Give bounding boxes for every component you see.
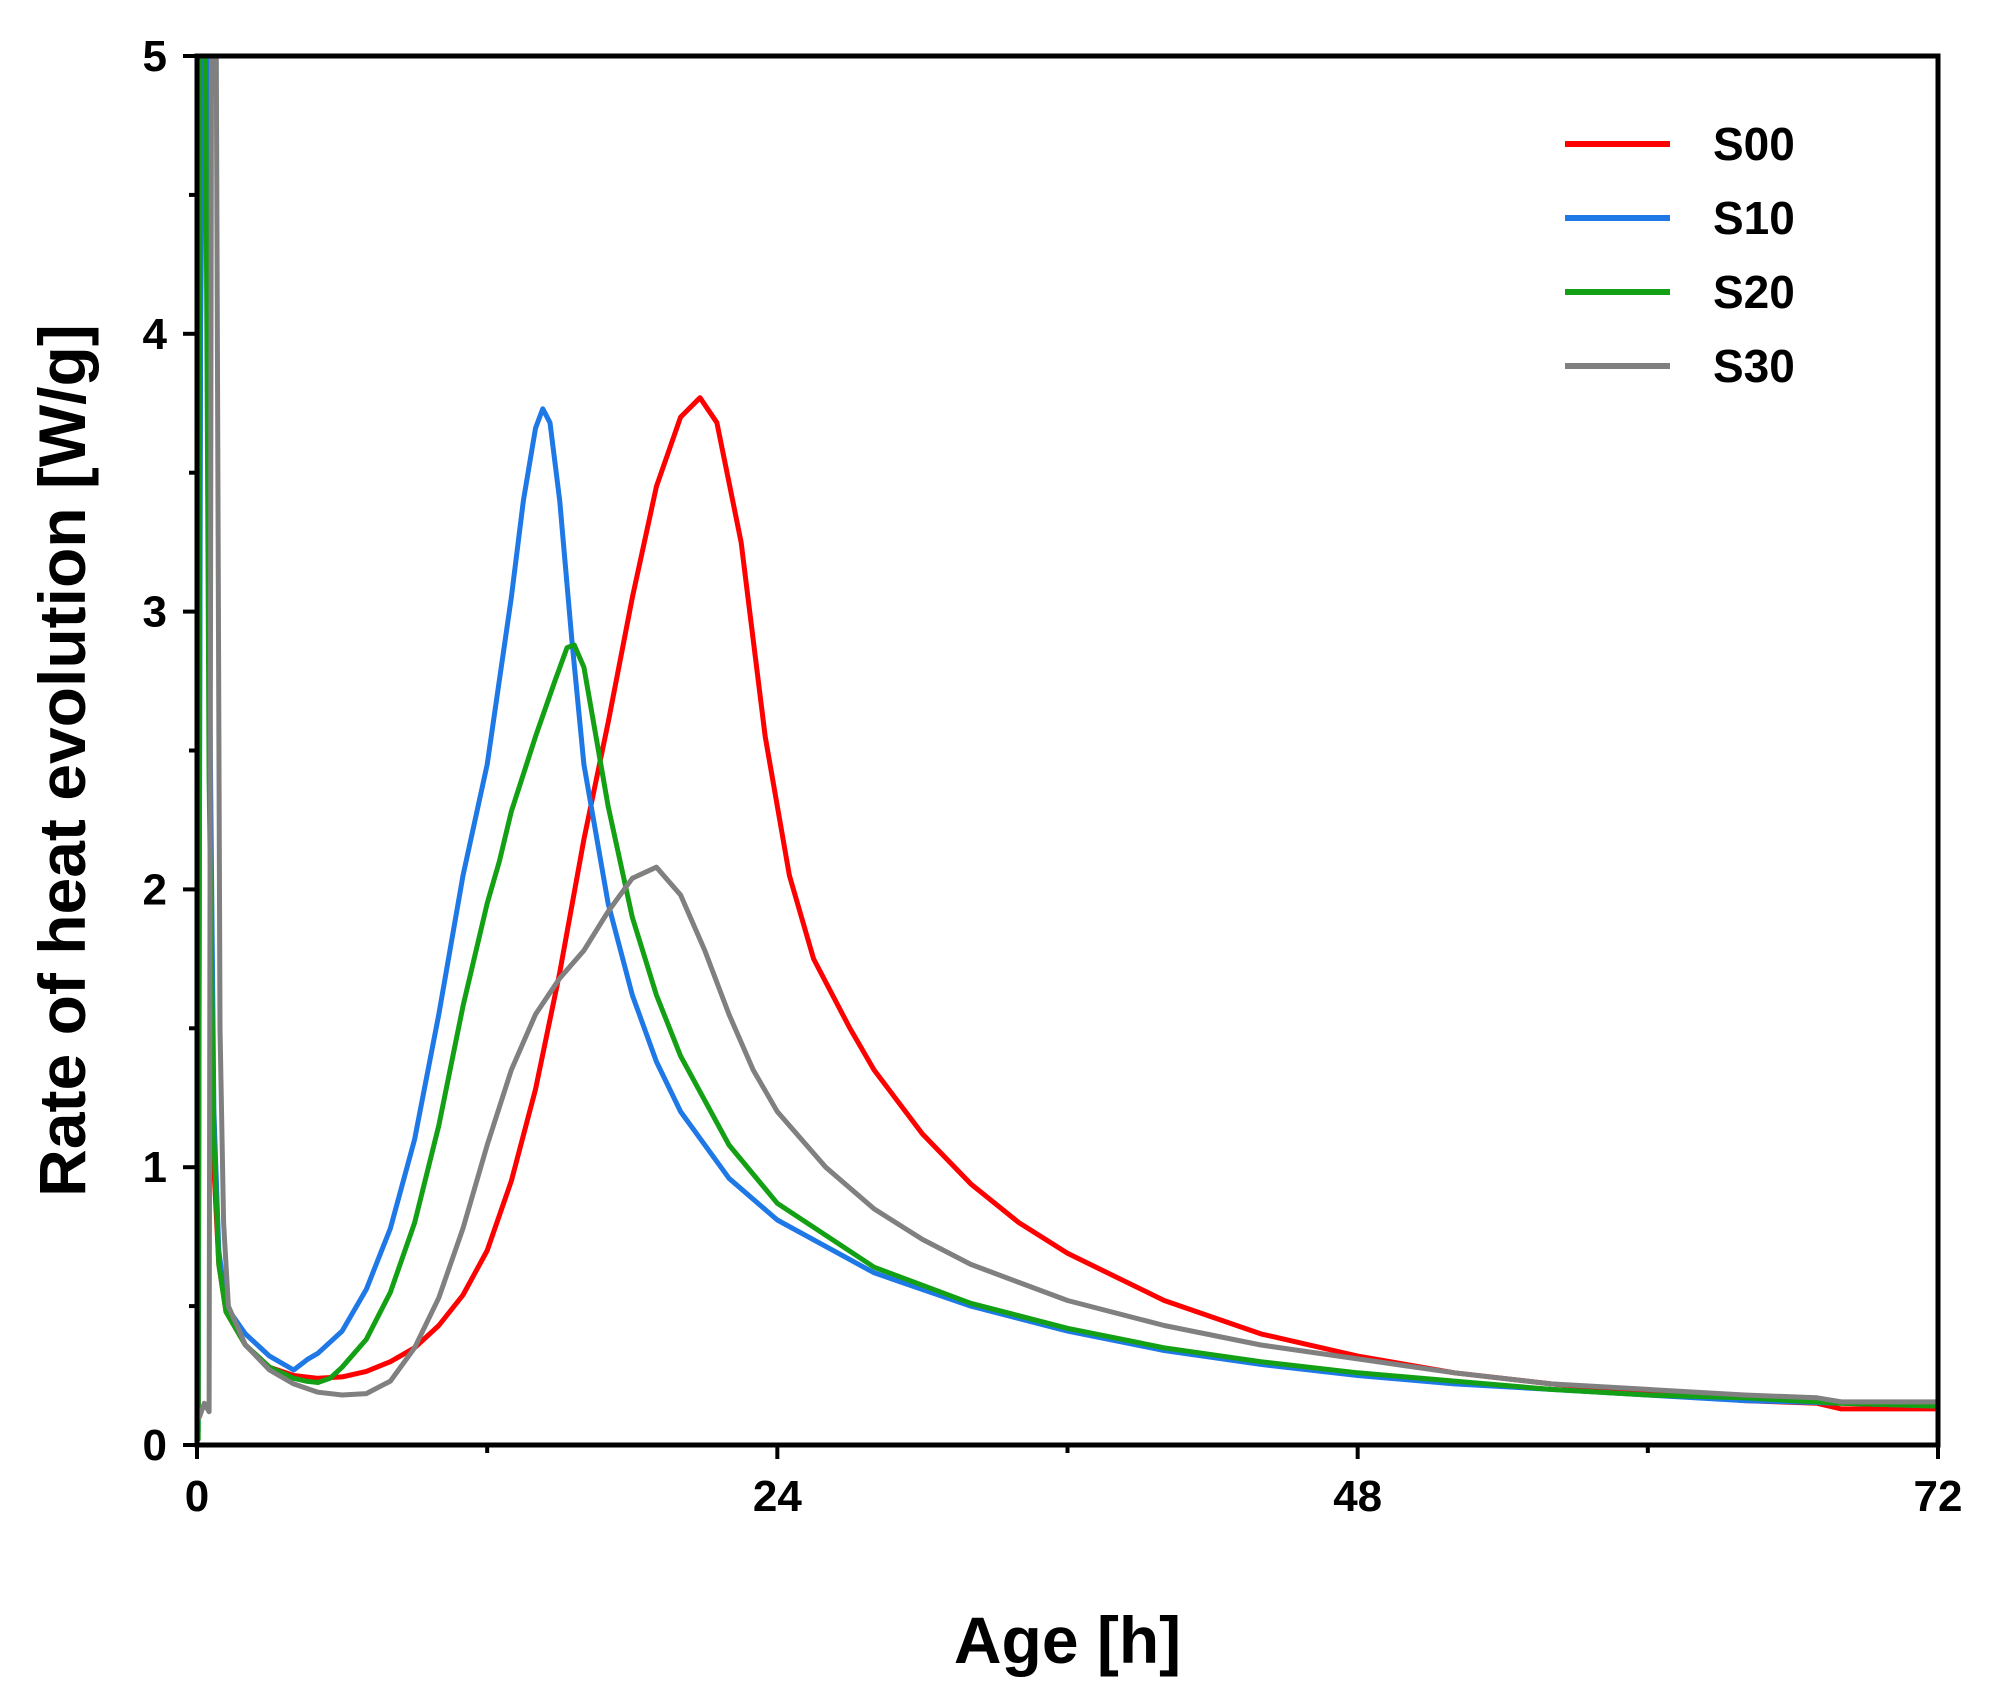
series-line-s00 <box>197 56 1938 1420</box>
x-axis-title: Age [h] <box>954 1603 1181 1677</box>
y-tick-label: 0 <box>143 1421 167 1470</box>
legend-label-s00: S00 <box>1713 118 1795 170</box>
legend-label-s30: S30 <box>1713 340 1795 392</box>
legend-label-s20: S20 <box>1713 266 1795 318</box>
x-tick-label: 72 <box>1914 1472 1963 1521</box>
series-line-s10 <box>197 56 1938 1434</box>
y-tick-label: 3 <box>143 588 167 637</box>
y-axis-title: Rate of heat evolution [W/g] <box>25 324 99 1197</box>
axis-tick-labels: 0 24 48 72 0 1 2 3 4 5 <box>143 32 1963 1521</box>
y-tick-label: 1 <box>143 1143 167 1192</box>
plot-area <box>194 53 1941 1448</box>
y-tick-label: 2 <box>143 865 167 914</box>
axis-ticks <box>183 54 1940 1459</box>
legend-label-s10: S10 <box>1713 192 1795 244</box>
series-group <box>197 56 1938 1442</box>
series-line-s30 <box>197 56 1938 1420</box>
x-tick-label: 48 <box>1333 1472 1382 1521</box>
x-tick-label: 0 <box>185 1472 209 1521</box>
x-tick-label: 24 <box>753 1472 802 1521</box>
y-tick-label: 5 <box>143 32 167 81</box>
y-tick-label: 4 <box>143 310 168 359</box>
legend: S00 S10 S20 S30 <box>1565 118 1795 392</box>
